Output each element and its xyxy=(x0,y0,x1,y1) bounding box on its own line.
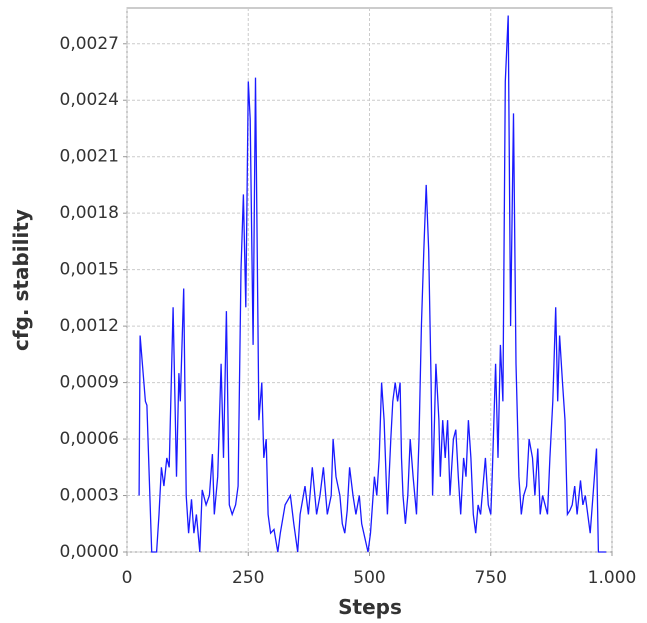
y-tick-label: 0,0012 xyxy=(60,316,119,336)
y-tick-label: 0,0000 xyxy=(60,542,119,562)
x-tick-label: 0 xyxy=(122,568,133,588)
y-tick-label: 0,0015 xyxy=(60,260,119,280)
y-tick-label: 0,0009 xyxy=(60,373,119,393)
y-tick-label: 0,0024 xyxy=(60,90,119,110)
y-tick-label: 0,0027 xyxy=(60,34,119,54)
x-axis-title: Steps xyxy=(338,595,402,619)
x-tick-label: 500 xyxy=(353,568,385,588)
x-tick-label: 250 xyxy=(232,568,264,588)
x-tick-label: 1.000 xyxy=(588,568,637,588)
x-tick-label: 750 xyxy=(475,568,507,588)
y-tick-label: 0,0021 xyxy=(60,147,119,167)
y-axis-title: cfg. stability xyxy=(9,209,33,351)
y-tick-label: 0,0006 xyxy=(60,429,119,449)
y-tick-label: 0,0018 xyxy=(60,203,119,223)
data-line xyxy=(138,15,607,553)
y-tick-label: 0,0003 xyxy=(60,486,119,506)
